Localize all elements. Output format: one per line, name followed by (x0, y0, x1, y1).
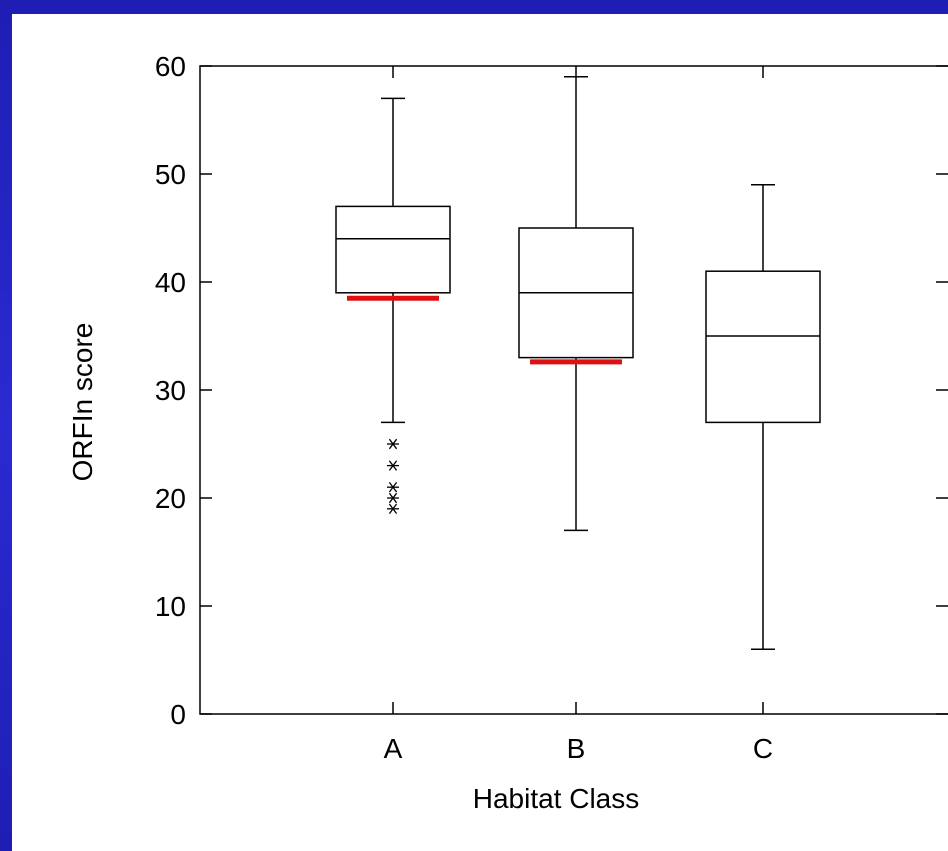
y-axis-label: ORFIn score (67, 323, 98, 482)
outlier-point (387, 460, 399, 471)
box-B (518, 76, 634, 532)
outlier-point (387, 503, 399, 514)
x-tick-label: B (567, 733, 586, 764)
x-axis-label: Habitat Class (473, 783, 640, 814)
y-tick-label: 0 (170, 699, 186, 730)
y-tick-label: 30 (155, 375, 186, 406)
iqr-box (705, 270, 821, 424)
outlier-point (387, 482, 399, 493)
outlier-point (387, 438, 399, 450)
box-plot: 0 10 20 30 40 50 60 A B C Habitat Class ORFIn sco… (67, 51, 948, 814)
y-tick-label: 20 (155, 483, 186, 514)
chart-panel: 0 10 20 30 40 50 60 A B C Habitat Class ORFIn sco… (12, 14, 948, 851)
x-tick-label: C (753, 733, 773, 764)
y-tick-label: 10 (155, 591, 186, 622)
y-tick-label: 60 (155, 51, 186, 82)
axes: 0 10 20 30 40 50 60 A B C (155, 51, 948, 764)
y-tick-label: 50 (155, 159, 186, 190)
x-tick-label: A (384, 733, 403, 764)
plot-frame (199, 65, 948, 715)
box-series (335, 76, 821, 650)
y-tick-label: 40 (155, 267, 186, 298)
box-A (335, 97, 451, 514)
iqr-box (335, 205, 451, 294)
box-C (705, 184, 821, 650)
outlier-point (387, 492, 399, 504)
